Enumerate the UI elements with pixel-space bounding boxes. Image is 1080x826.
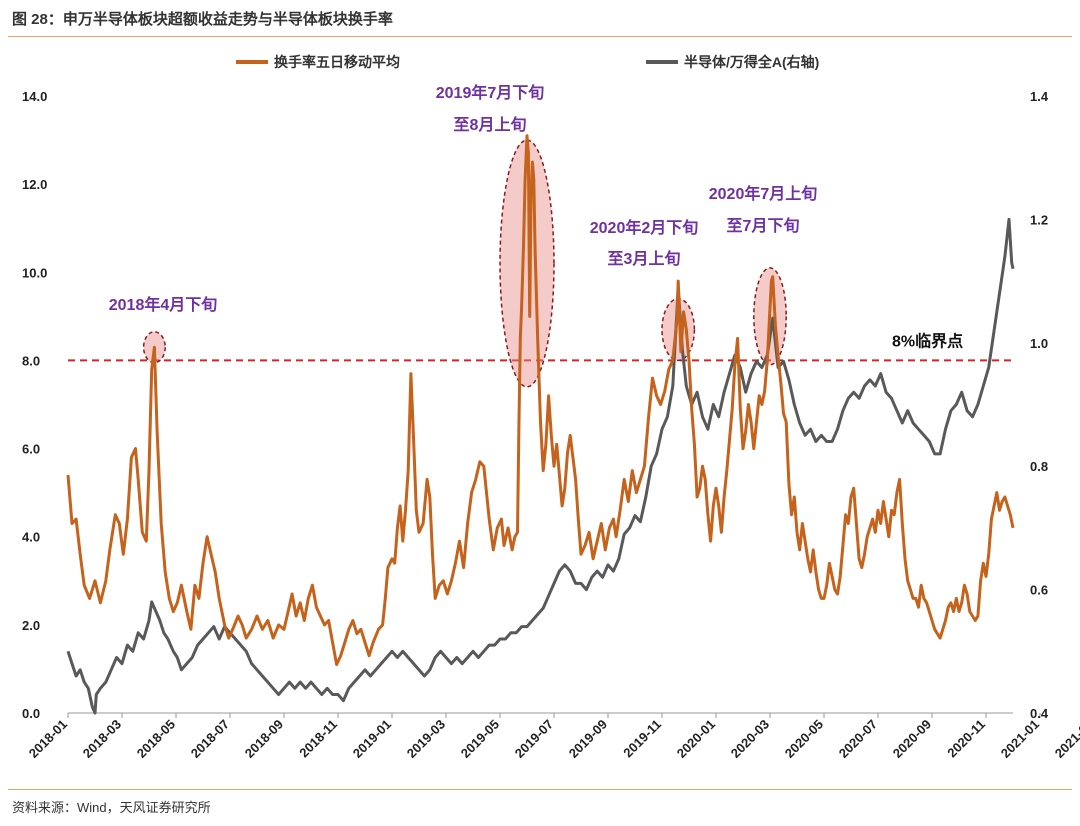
x-tick-label: 2020-07 [836,717,880,761]
threshold-group: 8%临界点 [68,331,1013,362]
annotation-label: 2019年7月下旬 [436,83,545,102]
x-tick-label: 2020-03 [728,717,772,761]
figure-title-text: 申万半导体板块超额收益走势与半导体板块换手率 [62,11,393,28]
legend-label: 换手率五日移动平均 [274,54,400,70]
x-tick-label: 2018-07 [188,717,232,761]
y-left-tick-label: 12.0 [22,177,47,192]
y-right-tick-label: 0.8 [1030,459,1048,474]
source-note: 资料来源：Wind，天风证券研究所 [12,800,211,815]
annotation-label: 2020年2月下旬 [590,218,699,237]
y-left-tick-label: 6.0 [22,442,40,457]
x-tick-label: 2018-03 [80,717,124,761]
annotation-label: 至3月上旬 [608,249,681,268]
series-line-turnover [66,134,1015,666]
y-right-tick-label: 0.6 [1030,583,1048,598]
y-left-tick-label: 14.0 [22,89,47,104]
source-rule [8,789,1072,790]
y-right-tick-label: 1.0 [1030,336,1048,351]
x-tick-label: 2019-03 [404,717,448,761]
figure-label: 图 28： [12,11,63,28]
highlight-ellipse [499,139,555,388]
x-tick-label: 2021-03 [1052,717,1080,761]
annotation-label: 2018年4月下旬 [109,295,218,314]
legend: 换手率五日移动平均 半导体/万得全A(右轴) [236,54,819,70]
x-tick-label: 2020-09 [890,717,934,761]
x-tick-label: 2019-07 [512,717,556,761]
figure-title: 图 28：申万半导体板块超额收益走势与半导体板块换手率 [12,8,393,29]
x-tick-label: 2018-11 [296,717,340,761]
series-lines [66,134,1015,715]
x-tick-label: 2019-05 [458,717,502,761]
x-tick-label: 2020-11 [944,717,988,761]
x-tick-label: 2018-09 [242,717,286,761]
annotation-label: 至8月上旬 [454,115,527,134]
threshold-label: 8%临界点 [892,331,963,350]
annotation-label: 至7月下旬 [727,216,800,235]
x-tick-label: 2020-05 [782,717,826,761]
legend-label: 半导体/万得全A(右轴) [684,54,819,70]
title-rule [8,36,1072,37]
annotation-label: 2020年7月上旬 [709,184,818,203]
x-tick-label: 2019-11 [620,717,664,761]
y-right-tick-label: 1.2 [1030,212,1048,227]
y-left-tick-label: 4.0 [22,530,40,545]
x-tick-label: 2019-09 [566,717,610,761]
annotation-ellipses [142,139,787,388]
y-right-tick-label: 0.4 [1030,706,1049,721]
x-tick-label: 2021-01 [998,717,1042,761]
x-tick-label: 2019-01 [350,717,394,761]
y-right-tick-label: 1.4 [1030,89,1049,104]
x-tick-label: 2020-01 [674,717,718,761]
series-line-ratio [66,217,1015,715]
y-left-tick-label: 10.0 [22,265,47,280]
x-tick-label: 2018-01 [26,717,70,761]
x-tick-label: 2018-05 [134,717,178,761]
y-left-tick-label: 0.0 [22,706,40,721]
y-left-tick-label: 8.0 [22,353,40,368]
y-left-tick-label: 2.0 [22,618,40,633]
